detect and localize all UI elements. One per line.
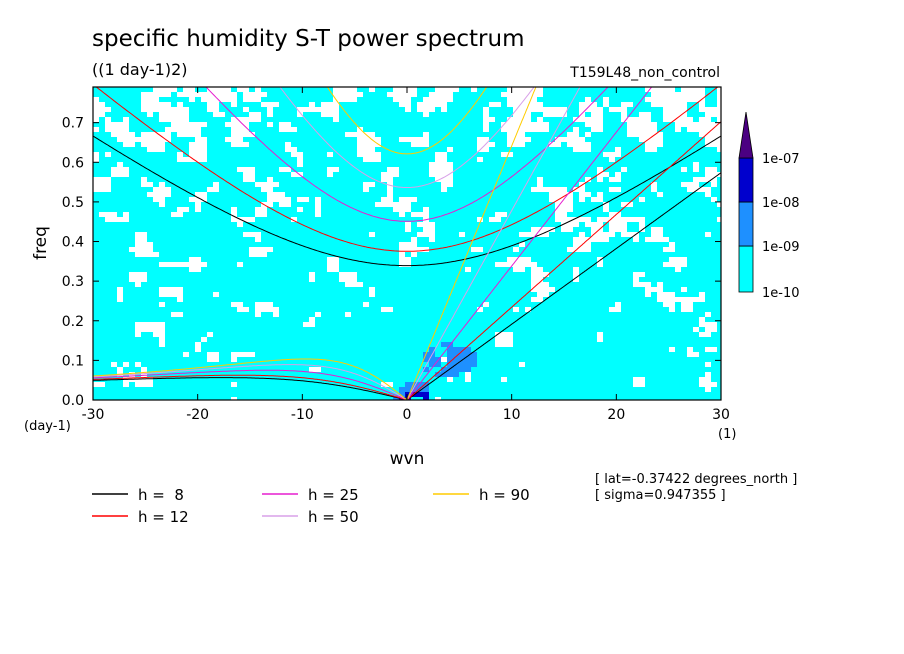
y-axis-label: freq [31, 226, 51, 260]
y-tick-label: 0.5 [62, 195, 84, 211]
rossby-curve-h12 [93, 374, 408, 400]
legend-label: h = 90 [479, 486, 530, 504]
legend-label: h = 8 [138, 486, 184, 504]
legend-label: h = 50 [308, 508, 359, 526]
spectrum-level-0 [93, 87, 721, 400]
curve-h90 [93, 87, 537, 400]
colorbar: 1e-10 1e-09 1e-08 1e-07 [738, 111, 800, 301]
x-tick-label: -30 [82, 407, 105, 423]
legend-item: h = 50 [262, 508, 359, 526]
y-axis: 0.0 0.1 0.2 0.3 0.4 0.5 0.6 0.7 [62, 116, 721, 409]
x-axis-label: wvn [390, 449, 425, 469]
curve-h8 [93, 135, 721, 400]
annotation-lat: [ lat=-0.37422 degrees_north ] [595, 472, 797, 487]
dispersion-curves [93, 87, 721, 400]
x-tick-label: -10 [291, 407, 314, 423]
ig-curve-h8 [93, 135, 721, 267]
legend-item: h = 8 [92, 486, 184, 504]
run-label: T159L48_non_control [569, 65, 720, 81]
colorbar-arrow [738, 111, 754, 159]
curve-h50 [93, 87, 581, 400]
y-axis-unit: (day-1) [24, 419, 71, 434]
ig-curve-h12 [95, 87, 719, 252]
ig-curve-h50 [279, 87, 535, 188]
legend-label: h = 25 [308, 486, 359, 504]
y-tick-label: 0.7 [62, 116, 84, 132]
y-tick-label: 0.3 [62, 274, 84, 290]
x-tick-label: 20 [607, 407, 625, 423]
legend-item: h = 90 [433, 486, 530, 504]
ig-curve-h90 [326, 87, 488, 155]
colorbar-band [738, 157, 754, 203]
plot-area: -30 -20 -10 0 10 20 30 0.00.10.20.30.40.50.60.… [62, 86, 730, 423]
kelvin-curve-h12 [406, 121, 721, 400]
curve-h12 [93, 87, 721, 400]
legend-item: h = 25 [262, 486, 359, 504]
y-tick-label: 0.1 [62, 353, 84, 369]
kelvin-curve-h25 [406, 87, 653, 400]
x-tick-label: 0 [403, 407, 412, 423]
chart-title: specific humidity S-T power spectrum [92, 26, 524, 52]
colorbar-label: 1e-08 [762, 196, 800, 211]
ig-curve-h25 [205, 87, 609, 222]
legend-item: h = 12 [92, 508, 189, 526]
colorbar-label: 1e-07 [762, 152, 800, 167]
y-tick-label: 0.0 [62, 393, 84, 409]
rossby-curve-h90 [93, 358, 408, 400]
legend: h = 8 h = 12 h = 25 h = 50 h = 90 [92, 486, 530, 526]
x-tick-label: -20 [186, 407, 209, 423]
colorbar-band [738, 201, 754, 247]
rossby-curve-h25 [93, 369, 408, 400]
rossby-curve-h8 [93, 377, 408, 400]
x-tick-label: 30 [712, 407, 730, 423]
kelvin-curve-h90 [406, 87, 537, 400]
y-tick-label: 0.6 [62, 155, 84, 171]
kelvin-curve-h8 [406, 172, 721, 400]
x-axis-unit: (1) [718, 427, 736, 442]
colorbar-band [738, 245, 754, 293]
y-tick-label: 0.2 [62, 314, 84, 330]
rossby-curve-h50 [93, 364, 408, 400]
x-axis: -30 -20 -10 0 10 20 30 [82, 87, 730, 423]
curve-h25 [93, 87, 653, 400]
colorbar-label: 1e-10 [762, 286, 800, 301]
chart-subtitle: ((1 day-1)2) [92, 60, 188, 79]
kelvin-curve-h50 [406, 87, 581, 400]
legend-label: h = 12 [138, 508, 189, 526]
annotation-sigma: [ sigma=0.947355 ] [595, 488, 726, 503]
colorbar-label: 1e-09 [762, 240, 800, 255]
y-tick-label: 0.4 [62, 235, 84, 251]
x-tick-label: 10 [503, 407, 521, 423]
